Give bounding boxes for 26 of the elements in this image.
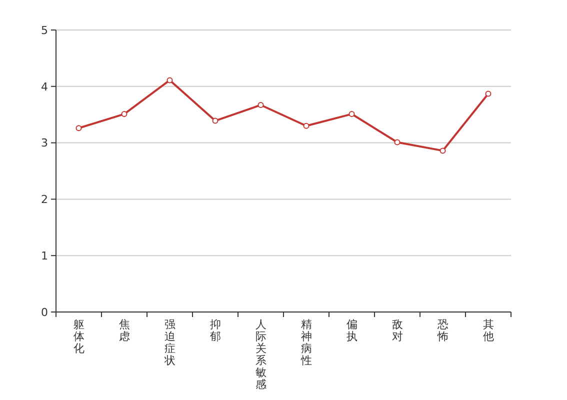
point bbox=[394, 139, 400, 146]
point bbox=[348, 111, 355, 118]
point bbox=[76, 125, 82, 132]
point bbox=[485, 90, 492, 97]
x-tick-label: 偏执 bbox=[346, 318, 358, 343]
point bbox=[258, 102, 264, 108]
point bbox=[440, 148, 446, 154]
y-tick-label: 1 bbox=[41, 249, 48, 262]
y-tick-label: 3 bbox=[41, 136, 48, 150]
x-tick-label: 恐怖 bbox=[436, 318, 448, 343]
y-tick-label: 2 bbox=[41, 193, 48, 206]
x-tick-label: 敌对 bbox=[392, 318, 403, 343]
y-tick-label: 5 bbox=[41, 24, 48, 37]
x-tick-label: 躯体化 bbox=[73, 318, 84, 355]
x-tick-label: 人际关系敏感 bbox=[255, 318, 266, 391]
x-tick-label: 精神病性 bbox=[300, 318, 312, 367]
point bbox=[166, 77, 173, 84]
x-tick-label: 焦虑 bbox=[118, 318, 130, 343]
point bbox=[303, 122, 310, 129]
point bbox=[212, 118, 218, 124]
x-tick-label: 强迫症状 bbox=[163, 318, 176, 367]
y-tick-label: 4 bbox=[41, 80, 48, 94]
x-tick-label: 其他 bbox=[482, 318, 494, 343]
point bbox=[121, 111, 128, 118]
x-tick-label: 抑郁 bbox=[210, 318, 221, 343]
y-tick-label: 0 bbox=[41, 306, 48, 319]
